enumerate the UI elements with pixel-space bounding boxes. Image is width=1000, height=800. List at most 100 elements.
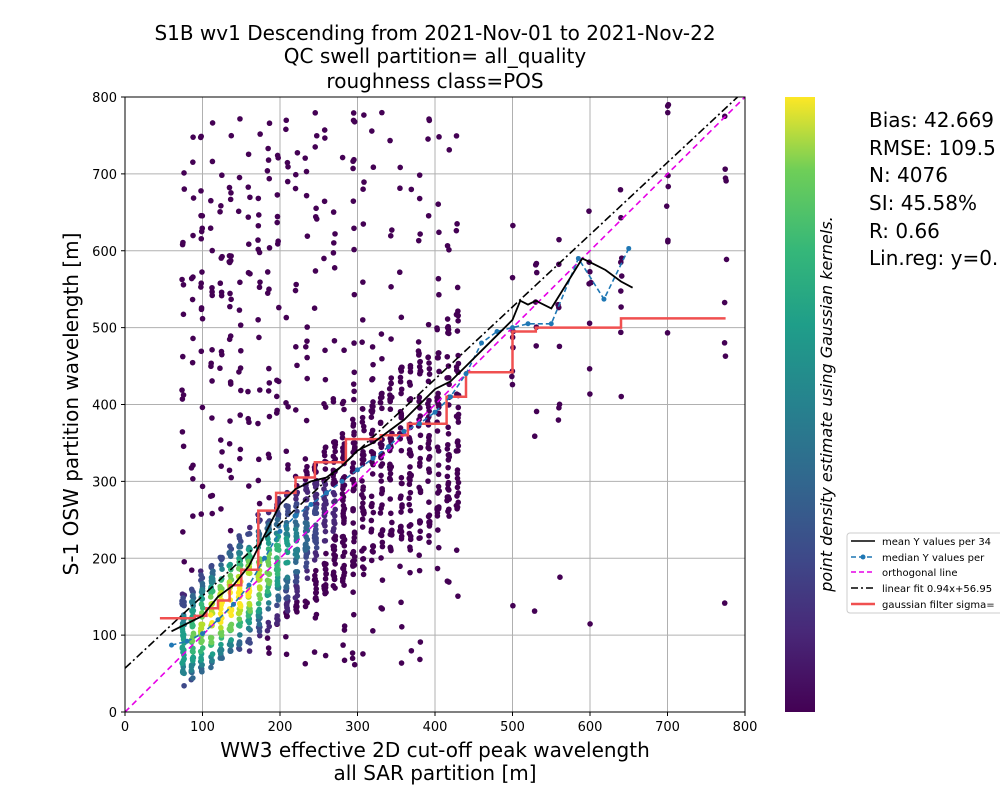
scatter-point [435,275,442,282]
scatter-point [313,544,320,551]
scatter-point [369,128,375,134]
legend-box [846,532,1000,614]
scatter-points [179,101,730,689]
scatter-point [330,240,337,246]
scatter-point [455,448,461,454]
scatter-point [313,216,320,222]
scatter-point [377,395,384,401]
scatter-point [227,527,234,534]
scatter-point [330,398,337,405]
scatter-point [722,166,728,172]
series-median-marker [339,478,345,484]
scatter-point [228,253,234,259]
scatter-point [181,682,187,689]
scatter-point [407,489,414,496]
x-axis-label-line-1: WW3 effective 2D cut-off peak wavelength [220,738,650,762]
y-tick-label: 0 [109,706,117,721]
scatter-point [417,359,423,365]
scatter-point [369,376,375,383]
scatter-point [208,639,215,646]
scatter-point [341,623,348,629]
scatter-point [199,315,206,322]
scatter-point [454,467,461,473]
scatter-point [368,414,375,421]
scatter-point [304,233,311,239]
chart-title-line-3: roughness class=POS [326,69,543,93]
scatter-point [313,586,320,592]
scatter-point [274,516,281,523]
scatter-point [556,236,562,243]
scatter-point [219,449,225,455]
scatter-point [446,506,452,513]
scatter-point [238,347,244,354]
x-tick-label: 700 [655,720,680,735]
scatter-point [313,611,320,618]
scatter-point [312,572,318,579]
scatter-point [237,412,244,418]
scatter-point [227,381,234,387]
scatter-point [303,560,310,566]
scatter-point [388,510,394,517]
scatter-point [237,632,243,638]
scatter-point [351,529,358,536]
scatter-point [721,299,728,306]
scatter-point [236,307,243,313]
scatter-point [388,336,394,342]
scatter-point [398,533,405,540]
scatter-point [226,184,233,191]
scatter-point [350,381,357,387]
scatter-point [398,523,404,530]
scatter-point [445,464,451,471]
scatter-point [721,600,728,606]
scatter-point [388,284,394,290]
scatter-point [586,366,593,372]
scatter-point [331,551,337,558]
scatter-point [339,434,346,441]
scatter-point [386,475,393,482]
scatter-point [256,606,263,613]
scatter-point [235,590,242,596]
scatter-point [321,452,328,459]
scatter-point [444,578,451,584]
scatter-point [181,558,188,565]
scatter-point [227,290,233,297]
scatter-point [445,431,452,437]
scatter-point [555,417,562,423]
scatter-point [426,117,433,124]
series-median-marker [494,328,500,334]
scatter-point [208,363,214,370]
scatter-point [189,359,196,366]
scatter-point [359,504,366,511]
scatter-point [332,506,339,513]
scatter-point [181,186,188,192]
scatter-point [294,546,301,553]
scatter-point [304,575,311,582]
scatter-point [361,112,367,118]
scatter-point [369,548,376,554]
scatter-point [228,132,235,139]
scatter-point [302,660,309,667]
scatter-point [378,444,385,451]
scatter-point [283,117,290,124]
scatter-point [190,335,196,342]
scatter-point [322,518,328,524]
scatter-point [350,110,357,116]
scatter-point [665,183,672,190]
scatter-point [218,646,224,652]
scatter-point [426,518,433,525]
scatter-point [360,221,367,227]
scatter-point [274,192,281,198]
scatter-point [228,296,234,303]
scatter-point [209,651,216,657]
scatter-point [722,175,729,181]
scatter-point [350,571,357,578]
scatter-point [351,432,357,438]
scatter-point [265,562,272,568]
scatter-point [436,504,442,510]
scatter-point [208,664,214,671]
stat-rmse: RMSE: 109.5 [869,136,996,160]
scatter-point [618,329,624,336]
scatter-point [256,500,263,507]
scatter-point [426,539,432,545]
scatter-point [416,552,423,559]
